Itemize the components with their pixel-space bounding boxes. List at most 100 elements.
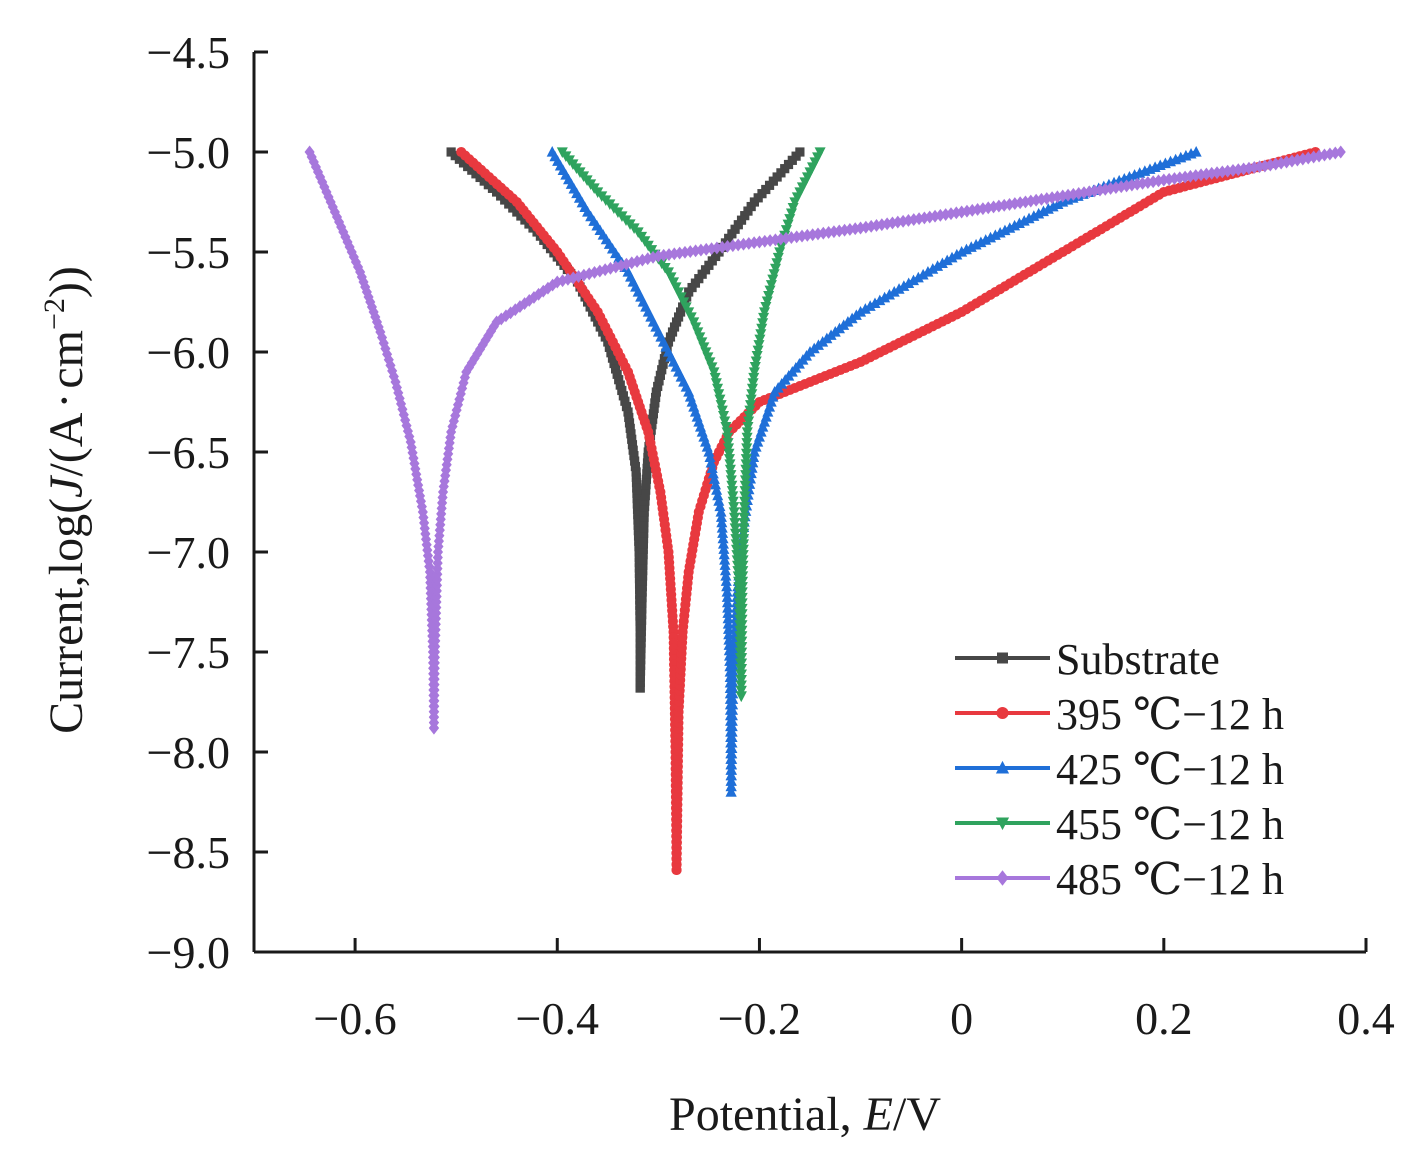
data-point	[663, 248, 675, 261]
data-point	[659, 354, 670, 364]
data-point	[725, 475, 737, 486]
data-point	[665, 332, 676, 342]
data-point	[898, 280, 910, 291]
data-point	[650, 398, 660, 408]
data-point	[730, 534, 742, 545]
data-point	[737, 560, 749, 572]
data-point	[727, 666, 739, 677]
data-point	[722, 438, 734, 449]
data-point	[727, 496, 739, 508]
data-point	[767, 274, 779, 286]
data-point	[733, 238, 744, 252]
data-point	[893, 283, 905, 294]
data-point	[914, 212, 925, 226]
data-point	[736, 625, 748, 637]
data-point	[739, 475, 752, 486]
data-point	[737, 550, 749, 561]
data-point	[728, 639, 741, 650]
data-point	[738, 534, 750, 545]
data-point	[617, 385, 627, 396]
data-point	[744, 405, 756, 417]
data-point	[1190, 146, 1202, 157]
data-point	[888, 286, 900, 297]
data-point	[749, 361, 761, 373]
data-point	[637, 609, 647, 620]
data-point	[604, 342, 614, 352]
data-point	[736, 642, 748, 653]
legend-marker	[995, 760, 1010, 774]
data-point	[729, 518, 741, 529]
data-point	[739, 491, 751, 502]
data-point	[760, 301, 772, 313]
data-point	[542, 281, 554, 295]
data-point	[726, 736, 738, 748]
data-point	[946, 251, 958, 263]
data-point	[618, 391, 628, 401]
data-point	[736, 598, 748, 609]
legend-label: 485 ℃−12 h	[1056, 855, 1284, 904]
y-tick-label: −8.5	[147, 827, 230, 878]
data-point	[716, 522, 728, 533]
data-point	[609, 358, 619, 369]
data-point	[738, 512, 750, 524]
data-point	[642, 463, 652, 473]
data-point	[882, 217, 893, 231]
data-point	[637, 576, 648, 586]
y-tick-label: −6.0	[147, 327, 230, 378]
y-tick-label: −5.0	[147, 127, 230, 178]
data-point	[475, 342, 486, 356]
data-point	[725, 769, 737, 781]
data-point	[738, 507, 750, 518]
data-point	[751, 351, 763, 362]
data-point	[638, 544, 648, 554]
data-point	[706, 462, 718, 473]
data-point	[951, 206, 962, 220]
data-point	[721, 586, 733, 597]
data-point	[633, 531, 644, 541]
data-point	[642, 469, 652, 479]
data-point	[737, 539, 750, 550]
data-point	[735, 680, 747, 692]
data-point	[625, 423, 635, 433]
data-point	[737, 566, 749, 577]
data-point	[633, 520, 643, 530]
data-point	[651, 387, 661, 397]
data-point	[735, 674, 747, 686]
data-point	[667, 327, 678, 337]
data-point	[739, 486, 751, 497]
data-point	[642, 458, 653, 468]
data-point	[738, 518, 750, 529]
data-point	[637, 587, 647, 597]
data-point	[844, 223, 855, 236]
legend-marker	[995, 817, 1010, 831]
data-point	[717, 538, 729, 549]
data-point	[756, 323, 768, 335]
data-point	[669, 322, 680, 332]
data-point	[708, 367, 720, 378]
data-point	[638, 566, 648, 576]
data-point	[887, 216, 898, 230]
data-point	[736, 614, 748, 626]
data-point	[728, 512, 741, 524]
data-point	[658, 248, 669, 262]
data-point	[993, 199, 1004, 213]
data-point	[578, 268, 589, 282]
data-point	[635, 677, 645, 687]
data-point	[640, 496, 650, 506]
data-point	[635, 666, 646, 676]
data-point	[956, 205, 967, 219]
data-point	[726, 715, 738, 726]
data-point	[631, 467, 641, 477]
legend-item: Substrate	[955, 635, 1220, 684]
data-point	[747, 456, 759, 468]
data-point	[728, 502, 740, 513]
data-point	[635, 672, 646, 682]
data-point	[627, 440, 638, 450]
data-point	[725, 780, 737, 792]
data-point	[765, 280, 777, 291]
data-point	[719, 559, 731, 570]
data-point	[727, 239, 738, 253]
data-point	[932, 260, 944, 271]
data-point	[924, 210, 935, 224]
y-tick-label: −7.0	[147, 527, 230, 578]
